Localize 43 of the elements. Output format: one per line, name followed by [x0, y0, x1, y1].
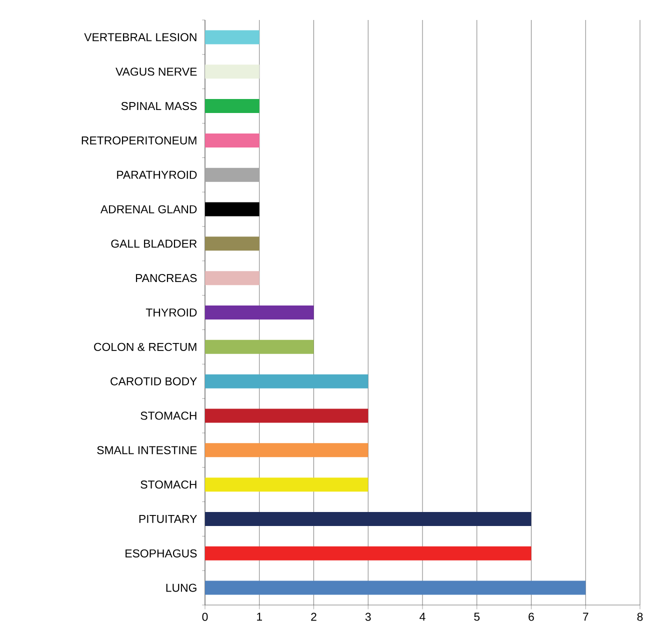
x-tick-label: 2 [311, 612, 316, 621]
y-tick-label: STOMACH [140, 480, 196, 489]
bar [205, 99, 260, 114]
y-tick-label: VAGUS NERVE [116, 68, 197, 76]
x-tick-label: 3 [365, 612, 371, 621]
x-tick-label: 1 [257, 612, 262, 621]
y-tick-label: LUNG [166, 584, 196, 592]
bar [205, 546, 532, 560]
bar [205, 30, 260, 44]
x-tick-label: 7 [583, 612, 588, 621]
y-tick-label: THYROID [146, 308, 197, 317]
bar [205, 340, 314, 354]
y-tick-label: SMALL INTESTINE [97, 446, 197, 454]
bar [205, 271, 260, 286]
x-tick-label: 8 [637, 612, 643, 621]
bar [205, 306, 314, 320]
y-tick-label: SPINAL MASS [121, 102, 197, 110]
y-tick-label: PARATHYROID [117, 170, 197, 179]
bar [205, 443, 368, 458]
bar [205, 478, 368, 492]
bar [205, 408, 368, 423]
y-tick-label: CAROTID BODY [110, 377, 197, 386]
bar [205, 168, 260, 182]
y-tick-label: VERTEBRAL LESION [84, 33, 196, 42]
x-tick-label: 6 [528, 612, 534, 621]
y-tick-label: PITUITARY [139, 514, 197, 523]
bar [205, 202, 260, 216]
y-tick-label: COLON & RECTUM [94, 342, 196, 351]
y-tick-label: ADRENAL GLAND [100, 205, 197, 214]
bar [205, 374, 368, 388]
y-tick-label: ESOPHAGUS [126, 549, 197, 558]
bar [205, 64, 260, 79]
x-tick-label: 0 [202, 612, 208, 621]
x-tick-label: 5 [474, 612, 480, 621]
y-tick-label: GALL BLADDER [111, 240, 197, 248]
bar [205, 236, 260, 251]
x-tick-label: 4 [420, 612, 426, 621]
y-tick-label: PANCREAS [136, 274, 197, 282]
bar [205, 133, 260, 148]
y-tick-label: RETROPERITONEUM [82, 136, 196, 144]
bar [205, 580, 586, 595]
bar [205, 512, 532, 526]
y-tick-label: STOMACH [140, 412, 196, 420]
